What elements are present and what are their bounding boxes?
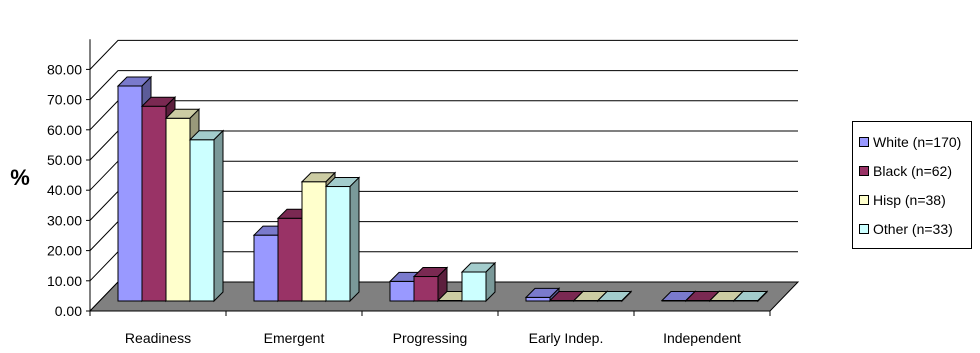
y-axis-label: % <box>10 165 30 190</box>
legend-swatch <box>859 223 869 234</box>
legend-label: Black (n=62) <box>873 162 952 179</box>
y-tick-label: 20.00 <box>47 243 82 259</box>
y-tick-label: 0.00 <box>55 303 82 319</box>
gridline <box>89 70 798 100</box>
bar <box>732 290 769 303</box>
legend-label: White (n=170) <box>873 133 962 150</box>
y-tick-label: 10.00 <box>47 273 82 289</box>
y-tick-label: 50.00 <box>47 152 82 168</box>
x-tick-label: Readiness <box>125 330 191 346</box>
chart-axes <box>89 39 770 312</box>
bar-front <box>413 276 439 302</box>
x-axis-ticks: Readiness Emergent Progressing Early Indep.… <box>89 311 771 346</box>
y-tick-label: 80.00 <box>47 61 82 77</box>
bar-side <box>485 261 496 303</box>
gridline <box>89 39 798 70</box>
bar-front <box>165 117 191 302</box>
bar-front <box>189 139 215 302</box>
y-tick-label: 40.00 <box>47 182 82 198</box>
bar-front <box>301 181 327 302</box>
bar <box>596 290 633 303</box>
legend-swatch <box>859 136 869 147</box>
legend-label: Hisp (n=38) <box>873 191 946 208</box>
bar <box>324 176 361 303</box>
bar-front <box>461 271 487 302</box>
bar-front <box>525 296 551 302</box>
bar-side <box>621 290 632 303</box>
bar <box>188 129 225 303</box>
y-tick-label: 70.00 <box>47 92 82 108</box>
y-axis-ticks: 0.00 10.00 20.00 30.00 40.00 50.00 60.00 70.00 8… <box>47 61 90 319</box>
x-tick-label: Independent <box>663 330 741 346</box>
bar-front <box>253 234 279 302</box>
legend-swatch <box>859 165 869 176</box>
legend: White (n=170) Black (n=62) Hisp (n=38) O… <box>852 121 972 249</box>
chart-bars <box>116 75 769 303</box>
bar-front <box>141 105 167 302</box>
legend-item: White (n=170) <box>859 127 967 156</box>
legend-item: Other (n=33) <box>859 214 967 243</box>
legend-swatch <box>859 194 869 205</box>
y-tick-label: 60.00 <box>47 122 82 138</box>
bar-side <box>757 290 768 303</box>
side-wall <box>90 10 118 311</box>
bar-front <box>389 280 415 302</box>
bar-front <box>325 186 351 302</box>
x-tick-label: Early Indep. <box>529 330 604 346</box>
bar <box>412 266 449 303</box>
legend-label: Other (n=33) <box>873 220 953 237</box>
legend-item: Hisp (n=38) <box>859 185 967 214</box>
bar <box>460 261 497 303</box>
bar-front <box>277 217 303 302</box>
x-tick-label: Emergent <box>264 330 325 346</box>
bar-side <box>349 176 360 303</box>
bar-side <box>213 129 224 303</box>
y-tick-label: 30.00 <box>47 212 82 228</box>
legend-item: Black (n=62) <box>859 156 967 185</box>
x-tick-label: Progressing <box>393 330 468 346</box>
bar-front <box>117 85 143 302</box>
